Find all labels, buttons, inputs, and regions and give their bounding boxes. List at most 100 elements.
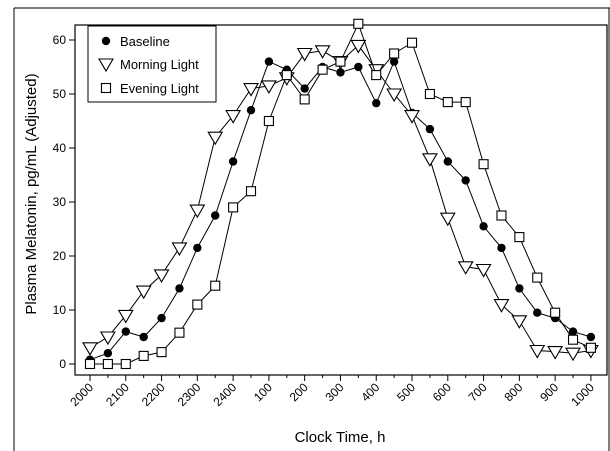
point-baseline (533, 308, 542, 317)
point-baseline (228, 157, 238, 166)
point-morning-light (565, 347, 581, 362)
point-morning-light (314, 45, 331, 59)
point-morning-light (135, 285, 152, 300)
y-tick-label: 20 (53, 249, 67, 263)
y-tick-label: 50 (53, 87, 67, 101)
point-evening-light (281, 70, 292, 81)
point-baseline (336, 68, 345, 77)
series-line-baseline (89, 60, 592, 361)
x-axis-title: Clock Time, h (295, 429, 386, 446)
point-baseline (264, 57, 274, 66)
legend: Baseline Morning Light Evening Light (87, 25, 217, 103)
x-tick-label: 2300 (175, 380, 204, 409)
point-morning-light (386, 88, 403, 103)
legend-item-baseline: Baseline (101, 34, 170, 49)
point-evening-light (496, 210, 507, 221)
x-tick-label: 2000 (67, 380, 96, 409)
point-morning-light (189, 204, 206, 219)
point-morning-light (207, 131, 224, 146)
point-evening-light (245, 186, 257, 197)
x-tick-label: 1000 (568, 380, 597, 409)
point-baseline (479, 222, 488, 231)
point-morning-light (225, 110, 242, 124)
point-morning-light (260, 80, 277, 94)
point-baseline (389, 57, 399, 66)
point-morning-light (117, 309, 134, 324)
plot-frame (74, 24, 608, 376)
series-layer (82, 18, 599, 370)
point-evening-light (442, 97, 453, 108)
point-baseline (193, 243, 202, 253)
point-morning-light (404, 110, 420, 124)
point-evening-light (532, 272, 543, 283)
point-baseline (121, 327, 130, 336)
point-evening-light (514, 232, 525, 243)
point-evening-light (210, 280, 221, 291)
x-tick-label: 100 (251, 380, 275, 404)
y-tick-label: 30 (53, 195, 67, 209)
point-morning-light (171, 242, 188, 256)
y-axis-title: Plasma Melatonin, pg/mL (Adjusted) (23, 73, 40, 314)
point-baseline (497, 243, 506, 253)
point-morning-light (421, 153, 438, 167)
point-morning-light (457, 261, 474, 275)
x-tick-label: 600 (430, 380, 454, 404)
point-morning-light (475, 263, 492, 278)
point-baseline (372, 98, 381, 108)
legend-label-morning-light: Morning Light (120, 57, 199, 72)
point-morning-light (439, 212, 456, 227)
y-axis: 0 10 20 30 40 50 60 (53, 33, 75, 371)
point-baseline (443, 157, 452, 166)
y-tick-label: 40 (53, 141, 67, 155)
point-baseline (568, 327, 578, 336)
point-evening-light (389, 48, 400, 59)
point-evening-light (550, 307, 561, 318)
x-tick-label: 500 (394, 380, 418, 404)
legend-item-morning-light: Morning Light (98, 57, 199, 73)
point-evening-light (460, 97, 471, 108)
point-evening-light (138, 350, 149, 361)
x-tick-label: 800 (501, 380, 525, 404)
point-baseline (515, 284, 524, 293)
legend-item-evening-light: Evening Light (100, 81, 199, 96)
point-baseline (139, 332, 148, 342)
x-tick-label: 700 (466, 380, 490, 404)
point-baseline (425, 124, 435, 134)
point-evening-light (156, 347, 167, 358)
point-morning-light (529, 344, 546, 359)
point-evening-light (424, 88, 435, 100)
point-baseline (300, 84, 309, 93)
point-baseline (354, 62, 363, 72)
point-evening-light (585, 342, 596, 353)
series-evening-light (84, 18, 596, 370)
y-tick-label: 0 (59, 357, 66, 371)
point-morning-light (350, 39, 367, 54)
point-baseline (103, 349, 113, 358)
point-baseline (211, 211, 220, 220)
x-tick-label: 900 (537, 380, 561, 404)
legend-label-evening-light: Evening Light (120, 81, 199, 96)
x-tick-label: 2400 (210, 380, 239, 409)
legend-marker-evening-light (100, 82, 112, 94)
x-tick-label: 2200 (139, 380, 168, 409)
point-evening-light (317, 64, 328, 75)
point-evening-light (263, 115, 274, 127)
point-evening-light (371, 70, 382, 81)
point-evening-light (299, 94, 310, 105)
point-evening-light (228, 202, 239, 213)
point-morning-light (547, 346, 564, 360)
x-tick-label: 400 (358, 380, 382, 404)
legend-marker-baseline (101, 36, 111, 46)
point-baseline (246, 106, 256, 115)
point-morning-light (493, 299, 510, 313)
point-evening-light (567, 334, 579, 345)
point-evening-light (174, 327, 185, 338)
point-evening-light (335, 56, 346, 67)
x-tick-label: 2100 (103, 380, 132, 409)
point-morning-light (296, 47, 313, 62)
x-tick-label: 300 (323, 380, 347, 404)
point-evening-light (478, 159, 489, 170)
point-evening-light (120, 358, 131, 370)
point-baseline (157, 313, 166, 323)
